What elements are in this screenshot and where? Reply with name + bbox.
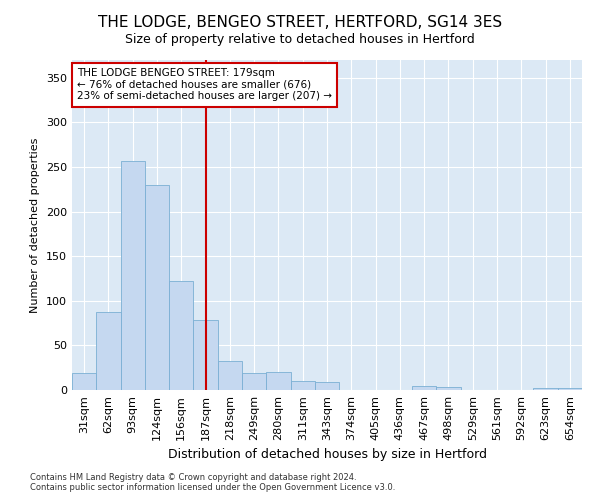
Bar [315, 382, 339, 390]
Bar [558, 388, 582, 390]
Bar [121, 161, 145, 390]
Text: Contains HM Land Registry data © Crown copyright and database right 2024.
Contai: Contains HM Land Registry data © Crown c… [30, 473, 395, 492]
Bar [290, 381, 315, 390]
Bar [412, 386, 436, 390]
X-axis label: Distribution of detached houses by size in Hertford: Distribution of detached houses by size … [167, 448, 487, 462]
Bar [266, 372, 290, 390]
Text: THE LODGE, BENGEO STREET, HERTFORD, SG14 3ES: THE LODGE, BENGEO STREET, HERTFORD, SG14… [98, 15, 502, 30]
Bar [218, 360, 242, 390]
Text: THE LODGE BENGEO STREET: 179sqm
← 76% of detached houses are smaller (676)
23% o: THE LODGE BENGEO STREET: 179sqm ← 76% of… [77, 68, 332, 102]
Bar [169, 281, 193, 390]
Bar [242, 373, 266, 390]
Bar [72, 373, 96, 390]
Bar [145, 185, 169, 390]
Bar [96, 312, 121, 390]
Bar [436, 388, 461, 390]
Bar [533, 388, 558, 390]
Y-axis label: Number of detached properties: Number of detached properties [31, 138, 40, 312]
Bar [193, 320, 218, 390]
Text: Size of property relative to detached houses in Hertford: Size of property relative to detached ho… [125, 32, 475, 46]
